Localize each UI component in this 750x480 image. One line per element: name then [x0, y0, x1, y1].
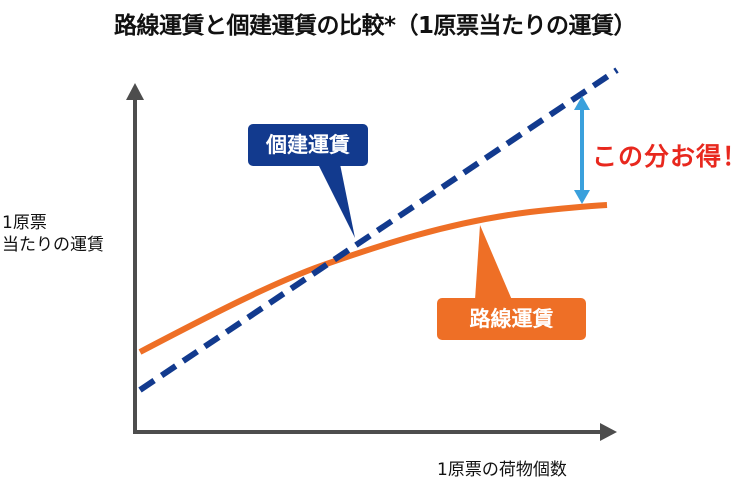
savings-annotation: この分お得！	[592, 142, 749, 171]
y-axis-label-line1: 1原票	[2, 213, 47, 233]
y-axis-arrow-icon	[126, 83, 144, 100]
difference-arrow-up-icon	[574, 96, 590, 110]
route-rate-callout: 路線運賃	[437, 298, 586, 340]
individual-rate-line	[138, 67, 619, 393]
y-axis-label-line2: 当たりの運賃	[2, 235, 104, 255]
individual-rate-callout: 個建運賃	[248, 124, 368, 166]
chart-title: 路線運賃と個建運賃の比較*（1原票当たりの運賃）	[113, 13, 637, 39]
route-rate-line	[138, 202, 608, 355]
difference-arrow-down-icon	[574, 190, 590, 204]
x-axis-arrow-icon	[600, 423, 617, 441]
y-axis-label: 1原票 当たりの運賃	[2, 212, 104, 256]
x-axis-label: 1原票の荷物個数	[437, 460, 567, 480]
route-rate-callout-tail	[475, 225, 512, 300]
individual-rate-callout-tail	[318, 164, 355, 238]
